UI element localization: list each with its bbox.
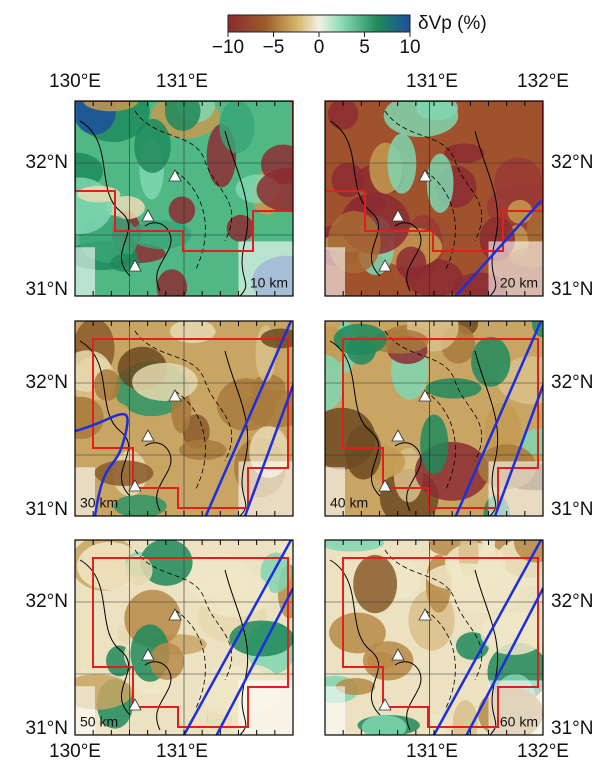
lat-label: 31°N <box>26 499 68 520</box>
depth-label: 30 km <box>80 495 118 511</box>
velocity-anomaly <box>257 168 326 212</box>
page: {"colorbar": {"label": "δVp (%)", "lim":… <box>0 0 607 769</box>
velocity-anomaly <box>113 495 166 518</box>
lat-label: 32°N <box>26 591 68 612</box>
lon-label: 130°E <box>49 741 101 762</box>
depth-label: 20 km <box>500 275 538 291</box>
colorbar-tick-label: 10 <box>399 37 420 58</box>
velocity-anomaly <box>320 534 384 551</box>
depth-label: 60 km <box>500 714 538 730</box>
velocity-anomaly <box>514 521 557 563</box>
map-content <box>59 296 313 518</box>
colorbar-tick-label: 0 <box>314 37 325 58</box>
depth-label: 40 km <box>330 495 368 511</box>
map-content <box>315 94 562 304</box>
velocity-anomaly <box>329 613 386 654</box>
lon-label: 132°E <box>517 71 569 92</box>
lat-label: 31°N <box>551 718 593 739</box>
colorbar <box>228 15 410 32</box>
velocity-anomaly <box>426 563 500 590</box>
velocity-anomaly <box>77 186 120 202</box>
map-panel: 60 km 32°N 31°N <box>311 515 593 751</box>
lat-label: 32°N <box>551 591 593 612</box>
lon-label: 131°E <box>156 741 208 762</box>
velocity-anomaly <box>132 363 198 401</box>
velocity-anomaly <box>169 196 195 224</box>
velocity-anomaly <box>227 215 255 242</box>
lat-label: 32°N <box>26 372 68 393</box>
lon-label: 131°E <box>406 71 458 92</box>
colorbar-label: δVp (%) <box>418 13 487 34</box>
lon-label: 132°E <box>517 741 569 762</box>
colorbar-tick-label: 5 <box>359 37 370 58</box>
map-panel: 20 km 32°N 31°N <box>315 94 593 304</box>
velocity-anomaly <box>165 91 201 130</box>
velocity-anomaly <box>162 470 188 510</box>
colorbar-tick-label: −5 <box>263 37 285 58</box>
velocity-anomaly <box>362 715 407 739</box>
velocity-anomaly <box>157 269 188 305</box>
velocity-anomaly <box>332 163 365 198</box>
lat-label: 31°N <box>26 279 68 300</box>
velocity-anomaly <box>444 143 484 163</box>
velocity-anomaly <box>416 95 458 120</box>
velocity-anomaly <box>125 555 153 585</box>
velocity-anomaly <box>471 337 510 387</box>
velocity-anomaly <box>212 313 246 335</box>
figure: δVp (%) −10−5051010 km32°N31°N20 km32°N3… <box>0 0 607 764</box>
lon-label: 130°E <box>49 71 101 92</box>
lat-label: 32°N <box>551 152 593 173</box>
depth-label: 50 km <box>80 714 118 730</box>
depth-label: 10 km <box>250 275 288 291</box>
map-content <box>46 79 325 307</box>
velocity-anomaly <box>46 177 113 233</box>
velocity-anomaly <box>134 119 171 173</box>
colorbar-tick-label: −10 <box>212 37 244 58</box>
velocity-anomaly <box>426 378 481 398</box>
lat-label: 31°N <box>551 499 593 520</box>
lon-label: 131°E <box>406 741 458 762</box>
velocity-anomaly <box>179 440 227 460</box>
map-panel: 50 km 32°N 31°N <box>26 518 313 758</box>
lat-label: 31°N <box>551 279 593 300</box>
lon-label: 131°E <box>156 71 208 92</box>
map-panel: 10 km 32°N 31°N <box>26 79 326 307</box>
velocity-anomaly <box>59 397 104 439</box>
velocity-anomaly <box>94 369 120 401</box>
map-panel: 30 km 32°N 31°N <box>26 296 313 520</box>
velocity-anomaly <box>219 100 254 153</box>
velocity-anomaly <box>427 154 454 213</box>
lat-label: 31°N <box>26 718 68 739</box>
velocity-anomaly <box>387 133 416 193</box>
lat-label: 32°N <box>26 152 68 173</box>
lat-label: 32°N <box>551 372 593 393</box>
map-panel: 40 km 32°N 31°N <box>307 302 594 534</box>
velocity-anomaly <box>353 555 397 613</box>
velocity-anomaly <box>420 415 448 475</box>
